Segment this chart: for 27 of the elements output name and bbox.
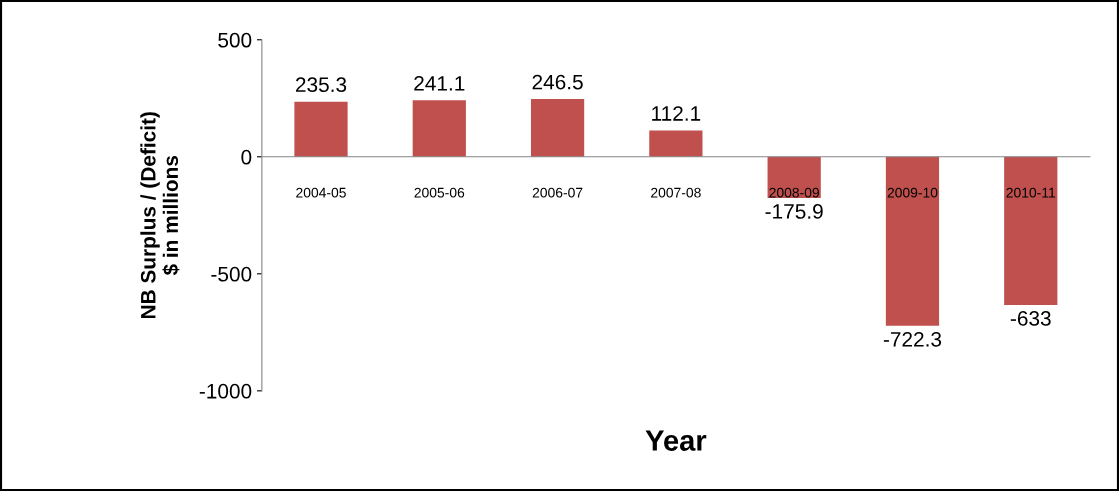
y-axis-title: NB Surplus / (Deficit) $ in millions bbox=[140, 112, 180, 319]
x-tick-label: 2009-10 bbox=[887, 187, 938, 198]
bar bbox=[412, 100, 466, 157]
data-label: 112.1 bbox=[652, 106, 701, 121]
x-tick-label: 2006-07 bbox=[532, 187, 583, 198]
x-tick-label: 2010-11 bbox=[1006, 187, 1056, 198]
data-label: 235.3 bbox=[295, 77, 347, 93]
bar bbox=[885, 156, 940, 326]
data-label: 246.5 bbox=[532, 74, 583, 90]
data-label: 241.1 bbox=[414, 75, 465, 91]
y-tick-label: -500 bbox=[211, 266, 252, 282]
data-label: -175.9 bbox=[765, 204, 823, 219]
y-tick-label: -1000 bbox=[199, 383, 252, 399]
bar bbox=[530, 99, 585, 157]
bar bbox=[649, 130, 703, 157]
x-tick-label: 2007-08 bbox=[651, 187, 701, 198]
x-tick-label: 2005-06 bbox=[414, 187, 465, 198]
x-axis-title: Year bbox=[645, 430, 707, 451]
data-label: -722.3 bbox=[883, 331, 942, 347]
x-tick-label: 2008-09 bbox=[769, 187, 819, 198]
bar bbox=[1004, 156, 1058, 305]
x-tick-label: 2004-05 bbox=[296, 187, 346, 198]
bar bbox=[767, 156, 821, 198]
y-tick-label: 500 bbox=[218, 32, 252, 48]
y-tick-label: 0 bbox=[241, 149, 252, 165]
bar bbox=[294, 101, 348, 157]
data-label: -633 bbox=[1010, 311, 1051, 326]
